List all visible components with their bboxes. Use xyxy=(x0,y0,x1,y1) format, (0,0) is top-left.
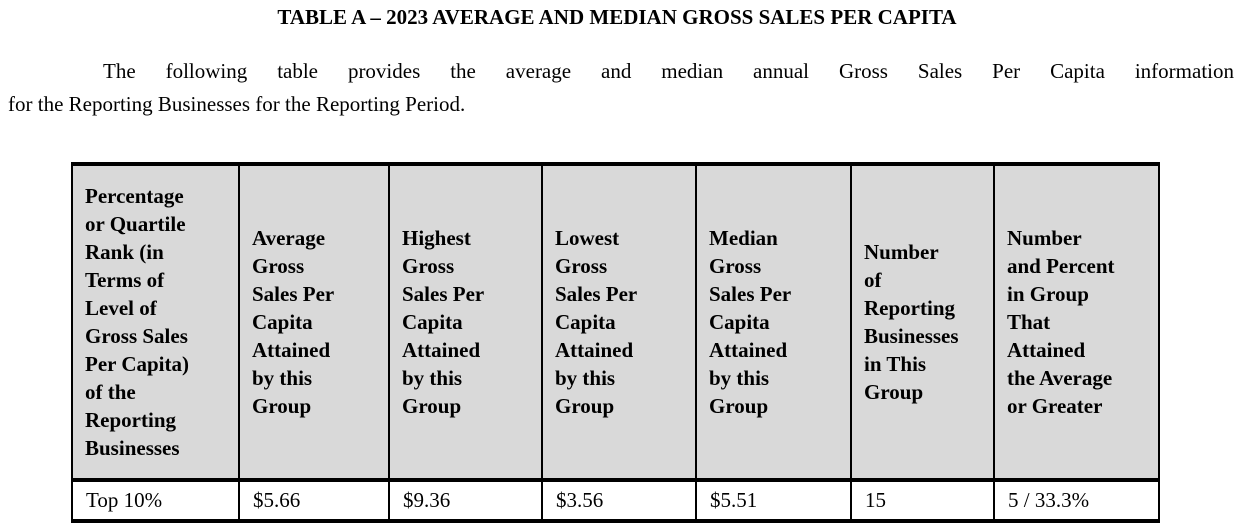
table-row-top-10: Top 10% $5.66 $9.36 $3.56 $5.51 15 5 / 3… xyxy=(71,479,1160,523)
cell-rank: Top 10% xyxy=(71,479,240,523)
header-row: Percentage or Quartile Rank (in Terms of… xyxy=(71,162,1160,482)
cell-highest-gross-sales: $9.36 xyxy=(388,479,543,523)
header-highest-gross-sales: Highest Gross Sales Per Capita Attained … xyxy=(388,162,543,482)
header-median-gross-sales: Median Gross Sales Per Capita Attained b… xyxy=(695,162,852,482)
header-percentage-quartile-rank: Percentage or Quartile Rank (in Terms of… xyxy=(71,162,240,482)
cell-number-reporting: 15 xyxy=(850,479,995,523)
header-number-percent-attained: Number and Percent in Group That Attaine… xyxy=(993,162,1160,482)
cell-average-gross-sales: $5.66 xyxy=(238,479,390,523)
cell-lowest-gross-sales: $3.56 xyxy=(541,479,697,523)
intro-paragraph: The following table provides the average… xyxy=(0,55,1234,121)
header-lowest-gross-sales: Lowest Gross Sales Per Capita Attained b… xyxy=(541,162,697,482)
header-average-gross-sales: Average Gross Sales Per Capita Attained … xyxy=(238,162,390,482)
intro-paragraph-line-1: The following table provides the average… xyxy=(103,59,1234,83)
header-number-reporting-businesses: Number of Reporting Businesses in This G… xyxy=(850,162,995,482)
table-title: TABLE A – 2023 AVERAGE AND MEDIAN GROSS … xyxy=(277,5,957,29)
cell-number-percent-attained: 5 / 33.3% xyxy=(993,479,1160,523)
intro-paragraph-line-2: for the Reporting Businesses for the Rep… xyxy=(8,92,466,116)
gross-sales-per-capita-table: Percentage or Quartile Rank (in Terms of… xyxy=(71,162,1160,523)
cell-median-gross-sales: $5.51 xyxy=(695,479,852,523)
